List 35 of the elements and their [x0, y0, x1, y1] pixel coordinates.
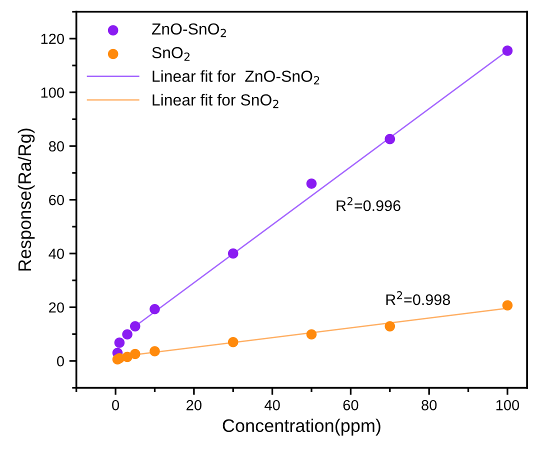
- legend-label: Linear fit for ZnO-SnO$_{2}$: [152, 70, 320, 84]
- legend-label: Linear fit for SnO$_{2}$: [152, 94, 278, 108]
- point: [306, 178, 317, 189]
- annotation: R$^{2}$=0.996: [336, 197, 400, 212]
- point: [130, 348, 140, 360]
- y-tick-label: 20: [49, 302, 64, 313]
- point: [384, 134, 396, 144]
- point: [306, 329, 317, 340]
- point: [228, 248, 238, 259]
- annotation: R$^{2}$=0.998: [386, 291, 450, 306]
- x-tick-label: 0: [112, 400, 120, 410]
- y-axis-title: Response(Ra/Rg): [18, 128, 35, 271]
- point: [150, 346, 160, 356]
- x-tick-label: 80: [422, 400, 437, 410]
- y-tick-label: 80: [48, 141, 64, 152]
- point: [122, 329, 132, 340]
- point: [130, 321, 140, 332]
- y-tick-label: 0: [57, 356, 64, 366]
- x-axis-title: Concentration(ppm): [222, 418, 380, 436]
- point: [384, 321, 396, 332]
- legend-label: ZnO-SnO$_{2}$: [152, 23, 226, 38]
- y-tick-label: 100: [41, 87, 64, 98]
- legend-label: SnO$_{2}$: [152, 47, 190, 61]
- x-tick-label: 40: [264, 400, 280, 410]
- point: [502, 300, 513, 310]
- x-tick-label: 20: [186, 400, 202, 410]
- point: [502, 46, 513, 56]
- point: [114, 338, 125, 348]
- y-tick-label: 120: [41, 34, 64, 44]
- y-tick-label: 60: [49, 194, 64, 206]
- point: [150, 304, 160, 314]
- point: [228, 337, 238, 348]
- y-tick-label: 40: [48, 248, 64, 259]
- x-tick-label: 100: [496, 400, 520, 410]
- x-tick-label: 60: [343, 400, 358, 410]
